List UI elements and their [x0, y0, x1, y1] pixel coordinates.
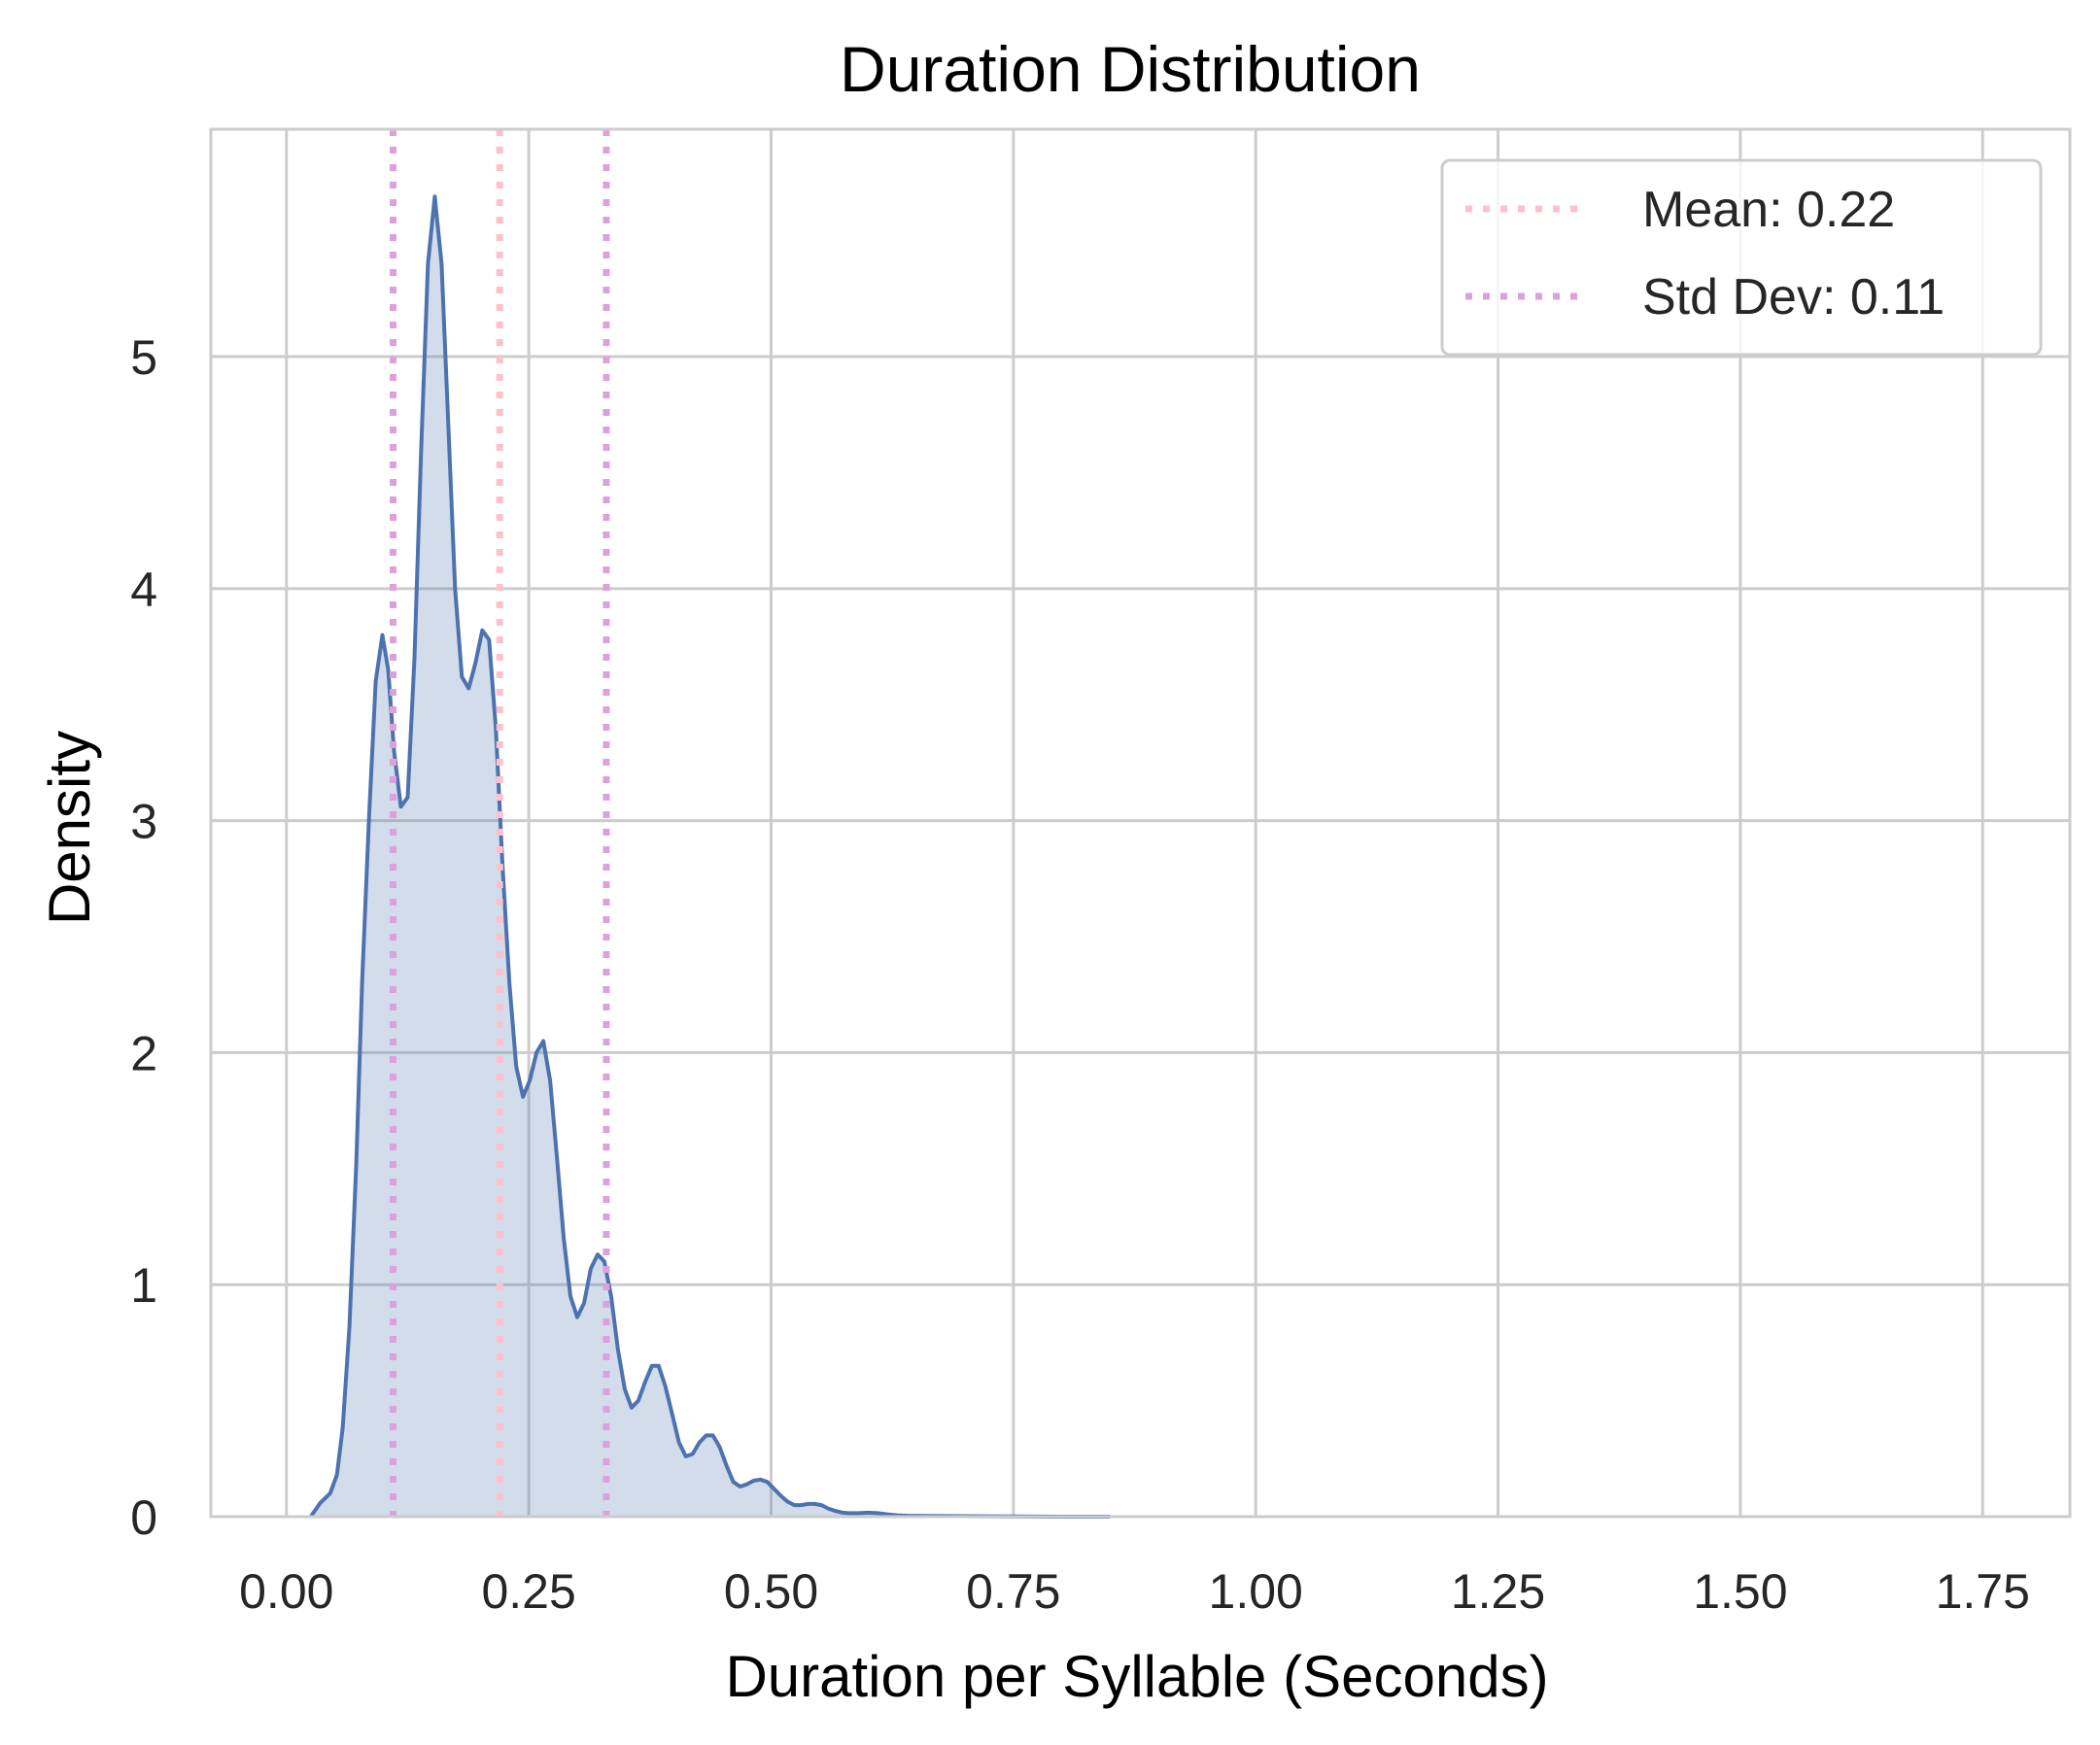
x-tick-label: 1.50: [1693, 1564, 1787, 1619]
plot-frame: [209, 127, 2072, 1519]
density-curve: [309, 194, 1111, 1519]
y-tick-label: 1: [130, 1258, 157, 1313]
chart-title: Duration Distribution: [840, 33, 1421, 105]
y-tick-label: 3: [130, 795, 157, 849]
y-tick-label: 0: [130, 1490, 157, 1545]
y-tick-label: 4: [130, 563, 157, 617]
x-tick-label: 1.25: [1451, 1564, 1545, 1619]
legend-label-mean: Mean: 0.22: [1642, 182, 1895, 238]
x-tick-label: 0.00: [239, 1564, 333, 1619]
y-axis-ticks: 0 1 2 3 4 5: [130, 330, 157, 1545]
x-tick-label: 0.25: [481, 1564, 575, 1619]
x-axis-ticks: 0.00 0.25 0.50 0.75 1.00 1.25 1.50 1.75: [239, 1564, 2030, 1619]
legend-label-std-dev: Std Dev: 0.11: [1642, 269, 1945, 325]
legend-box: [1440, 158, 2043, 357]
reference-lines: [390, 129, 610, 1517]
x-tick-label: 0.50: [724, 1564, 818, 1619]
x-tick-label: 1.75: [1936, 1564, 2030, 1619]
density-series: [309, 194, 1111, 1519]
x-axis-title: Duration per Syllable (Seconds): [725, 1644, 1548, 1709]
x-tick-label: 0.75: [966, 1564, 1060, 1619]
x-tick-label: 1.00: [1209, 1564, 1303, 1619]
y-axis-title: Density: [37, 731, 102, 925]
y-tick-label: 5: [130, 330, 157, 385]
density-area-fill: [310, 196, 1111, 1517]
legend: Mean: 0.22 Std Dev: 0.11: [1440, 158, 2043, 357]
y-tick-label: 2: [130, 1026, 157, 1080]
